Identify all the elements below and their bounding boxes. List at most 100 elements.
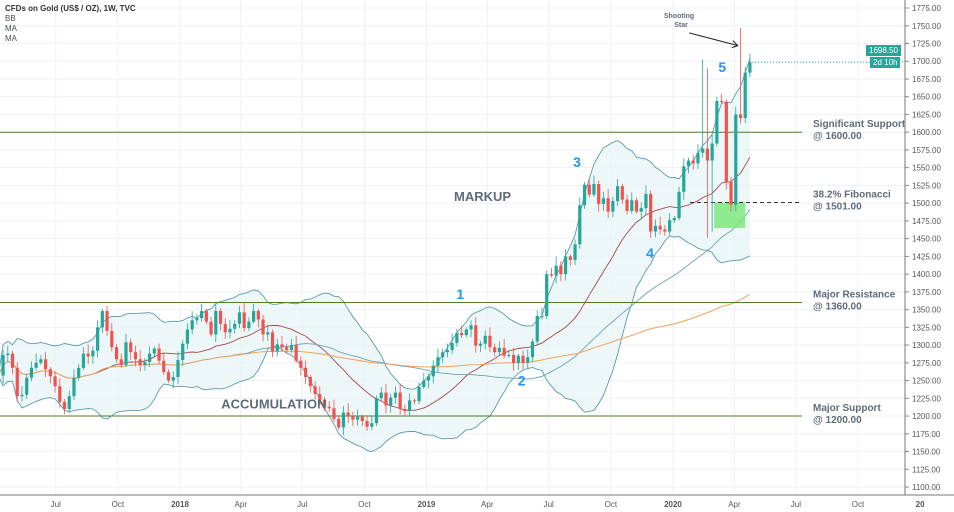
x-tick-label: Oct <box>852 500 865 509</box>
y-tick-label: 1750.00 <box>912 22 941 31</box>
x-tick-label: Jul <box>51 500 61 509</box>
support-zone <box>714 202 746 228</box>
candle-body <box>318 394 322 400</box>
candle-body <box>138 359 142 365</box>
candle-body <box>77 367 81 378</box>
candle-body <box>53 376 57 387</box>
candle-body <box>393 392 398 398</box>
candle-body <box>445 350 450 353</box>
candle-body <box>592 184 596 195</box>
candle-body <box>426 376 431 381</box>
candle-body <box>530 341 535 358</box>
time-axis[interactable]: Jul Oct 2018 Apr Jul Oct 2019 Apr Jul Oct 2020 Apr J… <box>0 494 954 509</box>
arrow-head-icon <box>731 40 739 49</box>
wave-label: 5 <box>718 59 726 75</box>
candle-body <box>1 355 5 376</box>
candle-body <box>81 353 86 368</box>
candle-body <box>261 319 265 335</box>
candle-body <box>724 101 728 182</box>
candle-body <box>441 352 445 358</box>
ma-line-slow <box>0 293 751 379</box>
candle-body <box>44 359 48 370</box>
candle-body <box>346 412 350 417</box>
y-tick-label: 1400.00 <box>912 270 941 279</box>
candle-body <box>294 345 298 361</box>
wave-label: 3 <box>573 154 581 170</box>
y-tick-label: 1375.00 <box>912 288 941 297</box>
indicator-ma-1[interactable]: MA <box>5 24 17 33</box>
indicator-ma-2[interactable]: MA <box>5 34 17 43</box>
bb-lower-line <box>0 235 751 453</box>
price-axis[interactable]: 1775.00 1750.00 1725.00 1700.00 1675.00 1650.… <box>751 0 942 495</box>
candle-body <box>587 184 591 195</box>
candle-body <box>67 396 71 409</box>
y-tick-label: 1275.00 <box>912 359 941 368</box>
x-tick-label: Apr <box>728 500 741 509</box>
candle-body <box>270 332 275 352</box>
x-tick-label: 2018 <box>171 500 189 509</box>
candle-body <box>62 401 67 409</box>
candle-body <box>601 198 606 204</box>
level-lines <box>0 131 802 417</box>
wave-label: 4 <box>646 245 654 261</box>
candle-body <box>322 399 327 407</box>
candle-body <box>327 406 331 409</box>
candle-body <box>474 325 478 346</box>
candle-body <box>252 311 256 322</box>
candle-body <box>308 377 312 387</box>
candle-body <box>677 191 681 219</box>
candle-body <box>384 392 388 406</box>
candle-body <box>289 345 294 351</box>
candle-body <box>644 193 648 209</box>
level-label-price: @ 1501.00 <box>813 201 862 212</box>
y-tick-label: 1700.00 <box>912 57 941 66</box>
candle-body <box>6 353 10 356</box>
candle-body <box>682 166 686 192</box>
candle-body <box>729 181 733 205</box>
candle-body <box>620 186 624 200</box>
candle-body <box>124 342 128 365</box>
symbol-title[interactable]: CFDs on Gold (US$ / OZ), 1W, TVC <box>5 4 136 13</box>
candle-body <box>185 329 190 344</box>
candle-body <box>719 100 724 102</box>
level-label-price: @ 1200.00 <box>813 415 862 426</box>
candle-body <box>247 321 251 329</box>
candle-body <box>634 200 639 212</box>
level-label-title: Significant Support <box>813 119 906 130</box>
bar-countdown-tag: 2d 10h <box>870 57 901 68</box>
candle-body <box>672 218 676 221</box>
level-label-title: 38.2% Fibonacci <box>813 189 891 200</box>
candle-body <box>218 311 223 324</box>
candle-body <box>606 198 610 212</box>
candle-body <box>507 355 511 357</box>
candle-body <box>597 184 601 204</box>
candle-body <box>663 229 667 232</box>
candle-body <box>166 372 171 381</box>
candle-body <box>313 386 317 395</box>
candle-body <box>559 265 563 275</box>
candle-body <box>280 344 284 348</box>
candle-body <box>242 312 246 329</box>
candle-body <box>110 330 114 348</box>
y-tick-label: 1325.00 <box>912 323 941 332</box>
candle-body <box>332 408 336 419</box>
candle-body <box>114 347 119 360</box>
candle-body <box>540 315 544 317</box>
candle-body <box>360 416 364 422</box>
candle-body <box>304 367 308 378</box>
shooting-star-label: Star <box>674 22 688 29</box>
candle-body <box>195 318 199 321</box>
candle-body <box>455 333 459 343</box>
candle-body <box>143 362 147 365</box>
indicator-bb[interactable]: BB <box>5 14 16 23</box>
arrow-line <box>689 32 738 47</box>
candle-body <box>223 323 227 333</box>
candle-body <box>497 347 502 353</box>
candle-body <box>96 327 100 351</box>
candle-body <box>86 353 90 357</box>
candle-body <box>190 320 194 330</box>
x-tick-label: Jul <box>297 500 307 509</box>
candle-body <box>34 362 38 368</box>
candle-body <box>162 360 166 373</box>
